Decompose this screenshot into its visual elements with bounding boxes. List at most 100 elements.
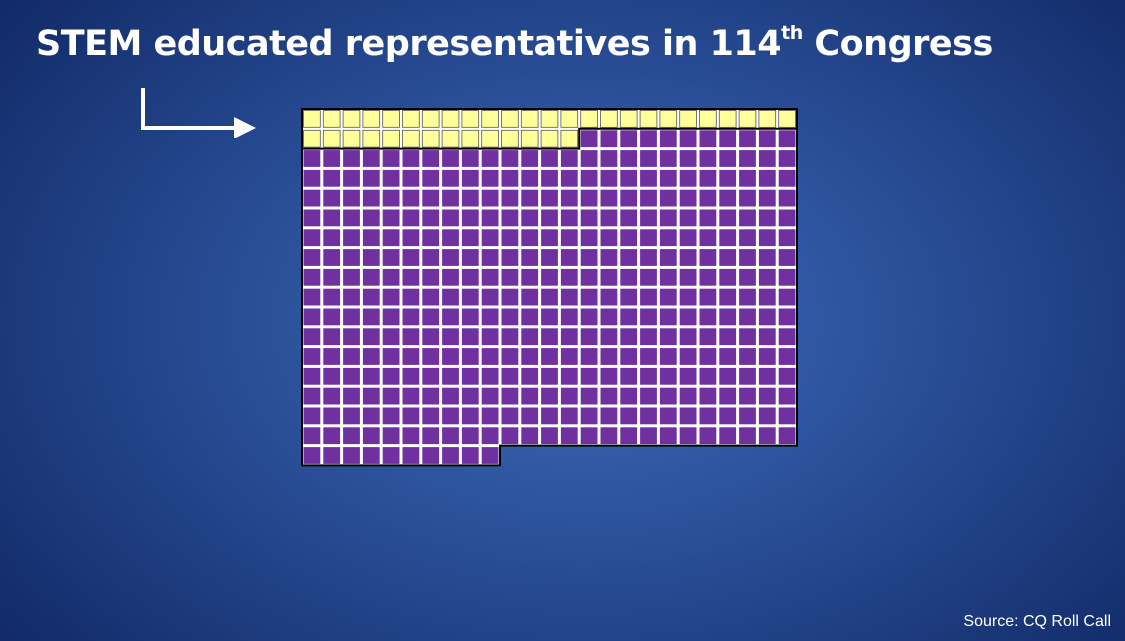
waffle-cell-other bbox=[659, 229, 677, 247]
waffle-cell-other bbox=[758, 189, 776, 207]
waffle-cell-stem bbox=[501, 129, 519, 148]
waffle-cell-other bbox=[719, 209, 737, 227]
waffle-cell-other bbox=[580, 348, 598, 365]
waffle-cell-other bbox=[580, 288, 598, 306]
waffle-cell-other bbox=[719, 427, 737, 445]
waffle-cell-other bbox=[481, 249, 499, 266]
waffle-cell-other bbox=[303, 308, 321, 326]
waffle-cell-other bbox=[778, 367, 796, 385]
waffle-cell-other bbox=[758, 348, 776, 365]
waffle-cell-other bbox=[600, 328, 618, 346]
waffle-cell-other bbox=[481, 348, 499, 365]
waffle-cell-other bbox=[303, 288, 321, 306]
waffle-cell-other bbox=[659, 209, 677, 227]
waffle-cell-other bbox=[541, 288, 558, 306]
waffle-cell-other bbox=[600, 348, 618, 365]
waffle-cell-other bbox=[382, 367, 400, 385]
waffle-cell-other bbox=[422, 229, 440, 247]
waffle-cell-other bbox=[739, 367, 756, 385]
waffle-cell-other bbox=[640, 249, 657, 266]
waffle-cell-other bbox=[442, 308, 459, 326]
waffle-cell-other bbox=[521, 288, 539, 306]
waffle-cell-other bbox=[541, 229, 558, 247]
waffle-cell-other bbox=[679, 367, 697, 385]
waffle-cell-stem bbox=[540, 129, 559, 148]
waffle-cell-other bbox=[382, 348, 400, 365]
waffle-cell-other bbox=[382, 308, 400, 326]
waffle-cell-other bbox=[382, 447, 400, 464]
waffle-cell-other bbox=[580, 328, 598, 346]
waffle-cell-other bbox=[541, 189, 558, 207]
waffle-cell-other bbox=[402, 447, 420, 464]
waffle-cell-other bbox=[758, 387, 776, 405]
waffle-cell-other bbox=[580, 308, 598, 326]
waffle-cell-other bbox=[343, 288, 360, 306]
waffle-cell-other bbox=[778, 169, 796, 187]
waffle-cell-other bbox=[620, 387, 638, 405]
waffle-cell-other bbox=[442, 328, 459, 346]
waffle-cell-other bbox=[620, 348, 638, 365]
waffle-cell-stem bbox=[699, 110, 717, 128]
waffle-cell-other bbox=[699, 229, 717, 247]
waffle-cell-other bbox=[679, 407, 697, 425]
waffle-cell-other bbox=[640, 367, 657, 385]
waffle-cell-other bbox=[461, 268, 479, 286]
waffle-cell-other bbox=[778, 387, 796, 405]
waffle-cell-stem bbox=[738, 110, 757, 128]
waffle-cell-other bbox=[362, 387, 380, 405]
waffle-cell-other bbox=[501, 249, 519, 266]
waffle-cell-other bbox=[600, 209, 618, 227]
waffle-cell-other bbox=[600, 367, 618, 385]
waffle-cell-other bbox=[580, 150, 598, 167]
waffle-cell-other bbox=[303, 209, 321, 227]
waffle-cell-other bbox=[323, 308, 341, 326]
waffle-cell-other bbox=[461, 308, 479, 326]
waffle-cell-other bbox=[600, 150, 618, 167]
waffle-cell-other bbox=[343, 348, 360, 365]
waffle-cell-other bbox=[323, 328, 341, 346]
waffle-cell-stem bbox=[303, 110, 321, 128]
waffle-cell-other bbox=[758, 130, 776, 148]
waffle-cell-other bbox=[719, 130, 737, 148]
waffle-cell-other bbox=[739, 189, 756, 207]
waffle-cell-other bbox=[343, 169, 360, 187]
waffle-cell-other bbox=[461, 348, 479, 365]
waffle-cell-other bbox=[323, 427, 341, 445]
waffle-cell-other bbox=[739, 308, 756, 326]
waffle-cell-other bbox=[739, 407, 756, 425]
waffle-cell-other bbox=[778, 150, 796, 167]
waffle-cell-other bbox=[679, 209, 697, 227]
waffle-cell-other bbox=[382, 150, 400, 167]
waffle-cell-other bbox=[461, 427, 479, 445]
waffle-cell-other bbox=[303, 387, 321, 405]
waffle-cell-other bbox=[560, 387, 578, 405]
waffle-cell-other bbox=[699, 348, 717, 365]
waffle-cell-other bbox=[560, 427, 578, 445]
waffle-cell-other bbox=[402, 387, 420, 405]
waffle-cell-other bbox=[679, 328, 697, 346]
waffle-cell-other bbox=[343, 189, 360, 207]
waffle-cell-other bbox=[640, 189, 657, 207]
waffle-cell-other bbox=[362, 348, 380, 365]
waffle-cell-other bbox=[461, 229, 479, 247]
waffle-cell-other bbox=[560, 367, 578, 385]
waffle-cell-other bbox=[758, 427, 776, 445]
waffle-cell-other bbox=[343, 387, 360, 405]
waffle-cell-other bbox=[481, 209, 499, 227]
waffle-cell-other bbox=[422, 288, 440, 306]
waffle-cell-other bbox=[461, 367, 479, 385]
waffle-cell-other bbox=[679, 427, 697, 445]
waffle-cell-stem bbox=[560, 110, 579, 128]
waffle-cell-other bbox=[461, 407, 479, 425]
waffle-cell-other bbox=[303, 169, 321, 187]
waffle-cell-other bbox=[422, 447, 440, 464]
waffle-cell-stem bbox=[501, 110, 519, 128]
waffle-cell-stem bbox=[659, 110, 678, 128]
waffle-cell-other bbox=[501, 348, 519, 365]
waffle-cell-other bbox=[461, 189, 479, 207]
waffle-cell-other bbox=[362, 367, 380, 385]
waffle-cell-other bbox=[679, 348, 697, 365]
waffle-cell-other bbox=[442, 407, 459, 425]
waffle-cell-stem bbox=[441, 129, 460, 148]
waffle-cell-other bbox=[739, 387, 756, 405]
